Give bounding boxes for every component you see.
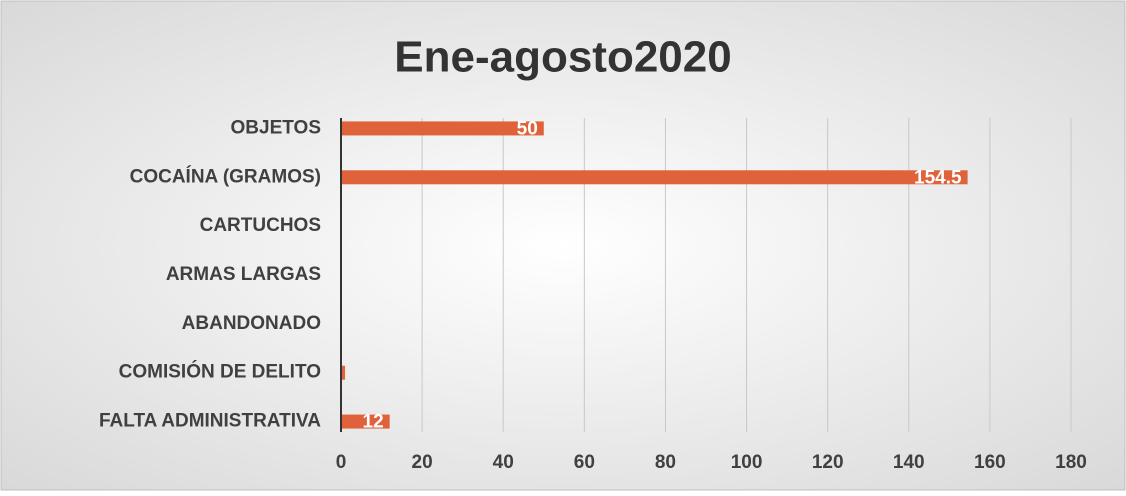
- y-tick-label: COMISIÓN DE DELITO: [119, 361, 321, 383]
- x-tick-label: 140: [893, 452, 925, 473]
- chart-title: Ene-agosto2020: [394, 33, 731, 82]
- x-tick-label: 180: [1055, 452, 1087, 473]
- bar: [341, 121, 544, 136]
- x-tick-label: 160: [974, 452, 1006, 473]
- bar: [341, 170, 968, 185]
- x-tick-label: 40: [493, 452, 514, 473]
- bar: [341, 365, 346, 380]
- y-tick-label: COCAÍNA (GRAMOS): [130, 165, 321, 187]
- data-label: 154.5: [914, 167, 962, 188]
- y-tick-label: ARMAS LARGAS: [166, 264, 321, 285]
- y-tick-label: ABANDONADO: [182, 313, 321, 334]
- x-tick-label: 100: [731, 452, 763, 473]
- y-tick-label: FALTA ADMINISTRATIVA: [99, 411, 321, 432]
- data-label: 12: [363, 412, 384, 433]
- bar: [341, 414, 390, 429]
- x-tick-label: 80: [655, 452, 676, 473]
- y-tick-label: OBJETOS: [231, 117, 321, 138]
- x-tick-label: 120: [812, 452, 844, 473]
- x-tick-label: 20: [412, 452, 433, 473]
- y-tick-label: CARTUCHOS: [200, 215, 321, 236]
- x-tick-label: 60: [574, 452, 595, 473]
- x-tick-label: 0: [336, 452, 347, 473]
- data-label: 50: [517, 118, 538, 139]
